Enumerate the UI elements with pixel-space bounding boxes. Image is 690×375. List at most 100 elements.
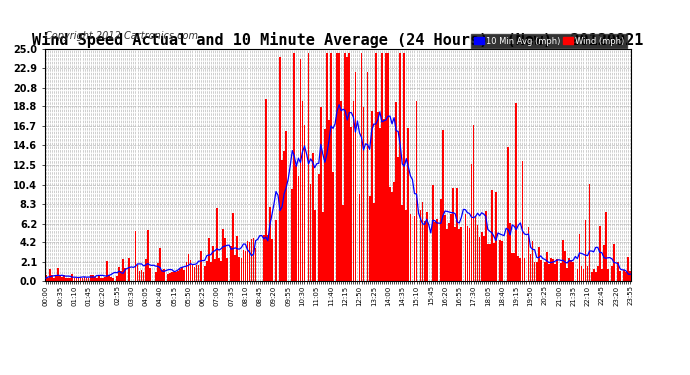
Bar (190, 260, 191, 281)
Bar (246, 241, 248, 281)
Bar (250, 239, 253, 281)
Bar (544, 262, 546, 281)
Bar (623, 270, 625, 281)
Bar (181, 267, 183, 281)
Bar (147, 230, 148, 281)
Bar (434, 222, 435, 281)
Bar (361, 53, 362, 281)
Bar (444, 215, 446, 281)
Bar (284, 152, 285, 281)
Bar (135, 231, 137, 281)
Bar (511, 253, 513, 281)
Bar (571, 260, 572, 281)
Bar (117, 276, 118, 281)
Bar (348, 53, 350, 281)
Bar (271, 238, 273, 281)
Bar (515, 103, 518, 281)
Bar (98, 276, 99, 281)
Bar (108, 275, 110, 281)
Bar (279, 57, 281, 281)
Bar (464, 214, 466, 281)
Bar (469, 228, 471, 281)
Bar (534, 262, 535, 281)
Bar (179, 268, 181, 281)
Bar (81, 278, 83, 281)
Bar (128, 258, 130, 281)
Bar (77, 278, 79, 281)
Bar (70, 278, 71, 281)
Bar (483, 236, 484, 281)
Bar (487, 243, 489, 281)
Bar (47, 278, 49, 281)
Bar (92, 275, 94, 281)
Bar (206, 261, 208, 281)
Bar (524, 258, 525, 281)
Bar (538, 247, 540, 281)
Bar (220, 261, 222, 281)
Bar (200, 251, 201, 281)
Bar (90, 274, 92, 281)
Bar (546, 252, 548, 281)
Bar (188, 254, 189, 281)
Bar (446, 229, 448, 281)
Bar (169, 273, 171, 281)
Bar (379, 128, 381, 281)
Bar (241, 258, 242, 281)
Bar (293, 53, 295, 281)
Bar (424, 221, 426, 281)
Bar (340, 101, 342, 281)
Bar (68, 278, 69, 281)
Text: Copyright 2012 Cartronics.com: Copyright 2012 Cartronics.com (45, 32, 198, 41)
Bar (479, 237, 480, 281)
Bar (426, 212, 428, 281)
Bar (393, 182, 395, 281)
Bar (118, 267, 120, 281)
Bar (607, 269, 609, 281)
Bar (618, 262, 619, 281)
Bar (530, 254, 531, 281)
Bar (346, 57, 348, 281)
Bar (540, 260, 542, 281)
Bar (224, 238, 226, 281)
Bar (72, 274, 73, 281)
Bar (104, 277, 106, 281)
Bar (422, 202, 424, 281)
Bar (291, 189, 293, 281)
Bar (627, 258, 629, 281)
Bar (143, 272, 144, 281)
Bar (244, 252, 246, 281)
Bar (285, 131, 287, 281)
Bar (402, 205, 403, 281)
Bar (332, 172, 334, 281)
Bar (528, 227, 529, 281)
Bar (100, 278, 101, 281)
Bar (408, 128, 409, 281)
Bar (509, 224, 511, 281)
Bar (413, 216, 415, 281)
Bar (580, 266, 582, 281)
Bar (473, 125, 475, 281)
Bar (204, 266, 206, 281)
Bar (605, 212, 607, 281)
Bar (269, 207, 270, 281)
Bar (489, 244, 491, 281)
Bar (167, 274, 169, 281)
Bar (253, 238, 255, 281)
Bar (88, 278, 90, 281)
Bar (226, 258, 228, 281)
Bar (171, 272, 173, 281)
Bar (155, 272, 157, 281)
Bar (184, 270, 185, 281)
Bar (59, 276, 61, 281)
Bar (520, 258, 521, 281)
Bar (397, 157, 399, 281)
Bar (522, 161, 523, 281)
Bar (139, 271, 140, 281)
Bar (55, 275, 57, 281)
Bar (45, 275, 47, 281)
Bar (330, 53, 332, 281)
Bar (359, 194, 360, 281)
Bar (456, 188, 458, 281)
Bar (471, 164, 473, 281)
Bar (387, 53, 389, 281)
